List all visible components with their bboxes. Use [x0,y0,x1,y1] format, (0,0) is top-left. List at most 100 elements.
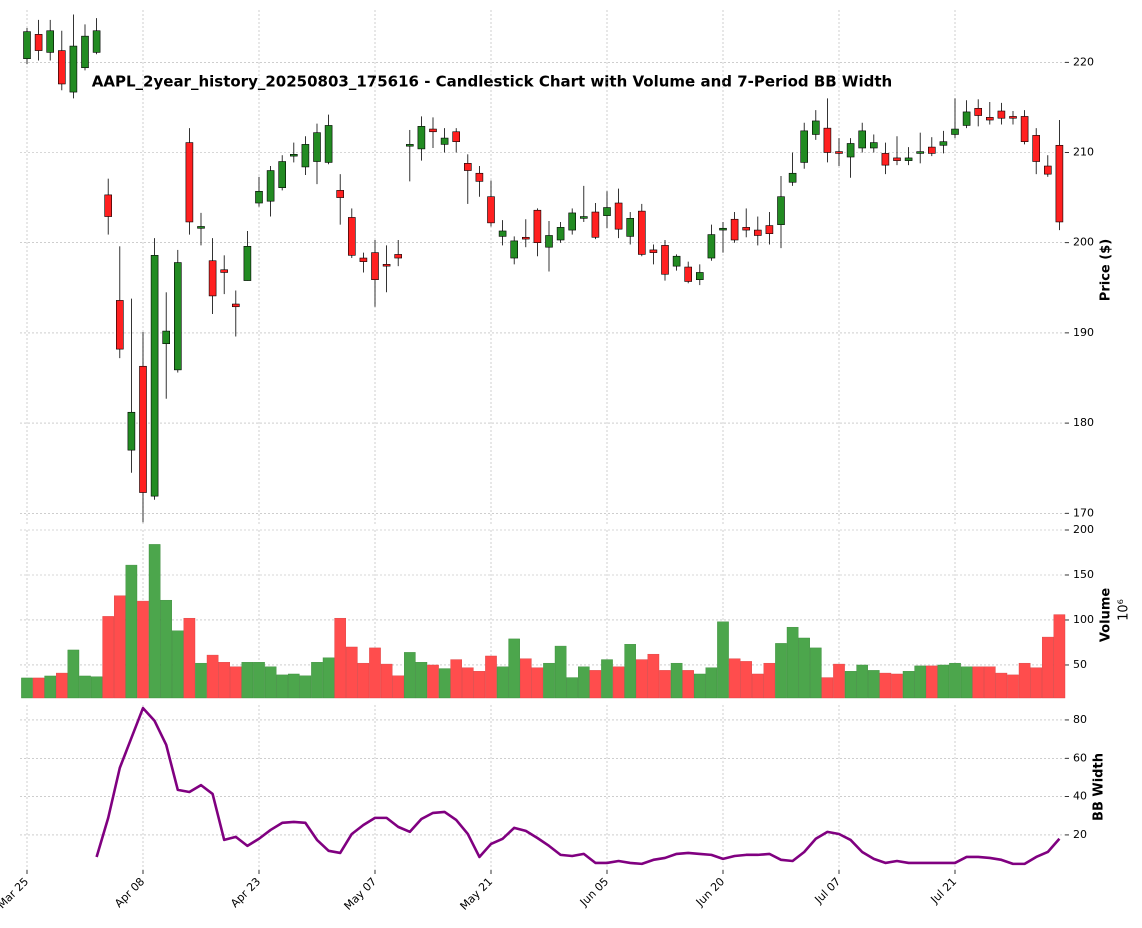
candle-body [846,143,855,158]
x-tick-label: May 21 [458,875,496,913]
volume-bar [636,659,648,699]
candle-body [185,142,194,223]
candle-body [162,330,170,345]
volume-bar [1018,662,1031,699]
volume-bar [44,675,56,699]
candle-body [232,303,240,308]
x-tick-label: May 07 [342,875,380,913]
candle-body [730,218,739,241]
candle-body [997,110,1006,119]
volume-bar [543,662,555,699]
volume-bar [276,674,289,699]
volume-bar [90,676,103,699]
y-tick-label: 80 [1073,713,1087,726]
volume-bar [984,666,996,699]
y-tick-label: 200 [1073,523,1094,536]
volume-bar [427,664,439,699]
axis-offset-label: 10⁶ [1117,599,1132,621]
candle-body [301,144,310,168]
candle-body [429,128,437,133]
candle-body [405,144,414,147]
y-tick-label: 100 [1073,613,1094,626]
volume-bar [914,665,926,699]
volume-bar [67,649,80,699]
volume-bar [380,663,393,699]
volume-bar [1053,614,1066,699]
volume-bar [752,673,764,699]
volume-bar [462,667,474,699]
candle-body [858,130,867,149]
volume-bar [229,666,242,699]
volume-bar [775,643,787,699]
candle-body [104,194,112,217]
candle-body [904,157,913,161]
candle-body [626,218,635,237]
candle-body [313,132,321,162]
candle-body [1055,144,1064,223]
candle-body [150,255,159,497]
candle-body [939,141,948,146]
volume-bar [937,664,950,699]
volume-bar [798,637,810,699]
volume-bar [705,667,718,699]
candle-body [498,230,507,237]
candle-body [637,210,646,255]
candle-body [255,190,263,204]
candle-body [452,131,461,142]
volume-bar [531,667,544,699]
volume-bar [972,666,984,699]
volume-bar [346,646,358,699]
candle-body [533,209,542,243]
candle-body [835,151,843,154]
volume-bar [717,621,729,699]
candle-body [324,125,333,163]
y-tick-label: 180 [1073,416,1094,429]
y-tick-label: 210 [1073,146,1094,159]
candle-body [881,153,890,166]
candle-body [266,170,275,202]
x-tick-label: Apr 08 [112,875,147,910]
candle-body [116,300,124,350]
volume-bar [995,672,1008,699]
x-tick-label: Jun 05 [577,875,611,909]
candle-body [1032,135,1040,162]
volume-bar [241,662,254,699]
y-tick-label: 220 [1073,55,1094,68]
volume-bar [264,666,277,699]
bb-width-line [95,706,1061,866]
volume-bar [960,666,973,699]
candle-body [951,128,959,135]
volume-bar [288,673,300,699]
volume-bar [125,564,138,699]
candle-body [823,127,832,153]
y-axis-label: BB Width [1092,753,1107,821]
candle-body [719,227,727,231]
candle-body [336,190,345,198]
y-tick-label: 150 [1073,568,1094,581]
volume-bar [810,647,822,699]
volume-bar [113,595,126,699]
volume-bar [786,626,799,699]
x-tick-label: Jul 07 [812,875,844,907]
volume-bar [56,672,68,699]
y-tick-label: 60 [1073,751,1087,764]
candle-body [278,161,287,188]
candle-body [568,212,577,231]
candle-body [811,120,820,135]
volume-bar [392,675,405,699]
volume-bar [299,675,312,699]
volume-bar [670,662,683,699]
candle-body [440,137,449,145]
candle-body [742,227,751,231]
candle-body [1044,165,1052,175]
candle-body [788,172,797,183]
volume-bar [844,671,857,699]
candle-body [57,50,66,85]
candle-body [127,411,136,451]
volume-bar [659,670,671,699]
candle-body [510,240,519,259]
candle-body [394,254,403,259]
volume-bar [624,644,636,699]
volume-bar [612,666,625,699]
volume-bar [891,673,903,699]
